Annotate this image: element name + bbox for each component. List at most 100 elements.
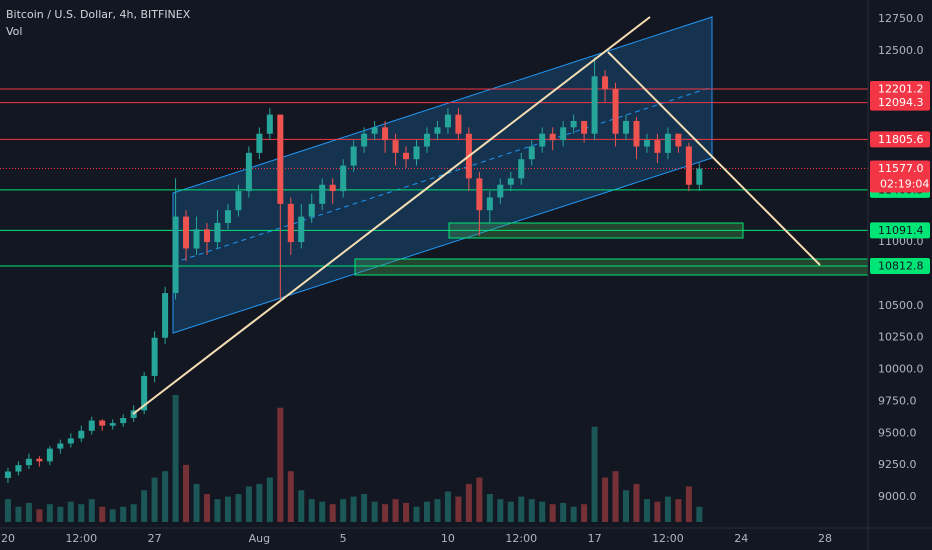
volume-bar: [151, 477, 158, 522]
trend-line: [607, 51, 821, 266]
volume-bar: [507, 501, 514, 522]
volume-bar: [654, 501, 661, 522]
volume-bar: [633, 483, 640, 522]
volume-bar: [256, 483, 263, 522]
volume-bar: [203, 494, 210, 522]
candle-body: [319, 184, 326, 204]
price-badge: [870, 80, 930, 97]
candle-body: [99, 420, 106, 426]
candle-body: [560, 127, 567, 141]
volume-bar: [120, 506, 127, 522]
volume-bar: [287, 471, 294, 522]
countdown: 02:19:04: [880, 178, 929, 191]
candle-body: [224, 210, 231, 223]
last-price-label: 11577.0: [878, 162, 924, 175]
candle-body: [277, 114, 284, 204]
y-tick-label: 9000.0: [878, 490, 917, 503]
volume-bar: [57, 506, 64, 522]
volume-bar: [602, 477, 609, 522]
volume-bar: [214, 499, 221, 522]
candle-body: [340, 165, 347, 192]
axes: 20 12:00 27 Aug 5 10 12:00 17 12:00 24 28 12750.0 12…: [1, 12, 924, 545]
volume-bar: [403, 502, 410, 522]
price-badge: [870, 131, 930, 148]
candle-body: [214, 222, 221, 243]
candle-body: [570, 120, 577, 128]
candle-body: [46, 448, 53, 462]
candle-body: [266, 114, 273, 134]
candle-body: [403, 152, 410, 160]
x-tick-label: 20: [1, 532, 15, 545]
candle-body: [633, 120, 640, 147]
candle-body: [444, 114, 451, 128]
candle-body: [151, 337, 158, 376]
candle-body: [183, 216, 190, 249]
volume-bar: [25, 502, 32, 522]
volume-bar: [277, 407, 284, 522]
candle-body: [203, 229, 210, 243]
candle-body: [434, 127, 441, 134]
volume-bar: [444, 491, 451, 522]
volume-bar: [549, 504, 556, 522]
price-badge: [870, 94, 930, 111]
x-tick-label: 28: [818, 532, 832, 545]
candle-body: [549, 133, 556, 141]
price-badge-label: 11805.6: [878, 133, 924, 146]
volume-bar: [623, 490, 630, 522]
candle-body: [423, 133, 430, 147]
y-tick-label: 12500.0: [878, 44, 924, 57]
candle-body: [664, 133, 671, 153]
volume-bar: [476, 477, 483, 522]
volume-bar: [664, 496, 671, 522]
volume-bar: [539, 501, 546, 522]
volume-bar: [497, 499, 504, 522]
volume-bar: [423, 501, 430, 522]
x-tick-label: 17: [588, 532, 602, 545]
y-tick-label: 10250.0: [878, 331, 924, 344]
support-zone: [354, 258, 869, 276]
volume-bar: [266, 477, 273, 522]
x-tick-label: 5: [340, 532, 347, 545]
volume-bar: [371, 501, 378, 522]
volume-bar: [392, 499, 399, 522]
candle-body: [235, 191, 242, 211]
candle-body: [36, 458, 43, 462]
volume-bar: [350, 496, 357, 522]
candle-body: [371, 127, 378, 134]
candle-body: [392, 140, 399, 153]
volume-bar: [245, 486, 252, 522]
candle-body: [162, 293, 169, 338]
candle-body: [643, 140, 650, 147]
candle-body: [287, 203, 294, 243]
volume-bar: [172, 395, 179, 522]
candle-body: [581, 120, 588, 134]
candle-body: [88, 420, 95, 431]
price-badge-label: 12201.2: [878, 82, 924, 95]
candle-body: [518, 159, 525, 179]
volume-bar: [675, 499, 682, 522]
volume-bar: [560, 502, 567, 522]
candle-body: [193, 229, 200, 249]
volume-layer: [4, 395, 703, 522]
volume-bar: [528, 499, 535, 522]
volume-bar: [4, 499, 11, 522]
candle-body: [78, 430, 85, 439]
volume-bar: [329, 504, 336, 522]
price-badge: [870, 257, 930, 274]
candle-body: [57, 443, 64, 449]
y-tick-label: 9250.0: [878, 458, 917, 471]
candle-body: [685, 146, 692, 185]
volume-bar: [162, 471, 169, 522]
candle-body: [413, 146, 420, 160]
x-tick-label: Aug: [249, 532, 270, 545]
volume-bar: [183, 464, 190, 522]
trend-line: [132, 16, 651, 415]
candle-body: [696, 168, 703, 185]
y-tick-label: 10500.0: [878, 299, 924, 312]
price-badge: [870, 222, 930, 239]
candle-body: [497, 184, 504, 198]
candle-body: [361, 133, 368, 147]
volume-bar: [455, 496, 462, 522]
candle-body: [654, 140, 661, 153]
volume-bar: [465, 483, 472, 522]
